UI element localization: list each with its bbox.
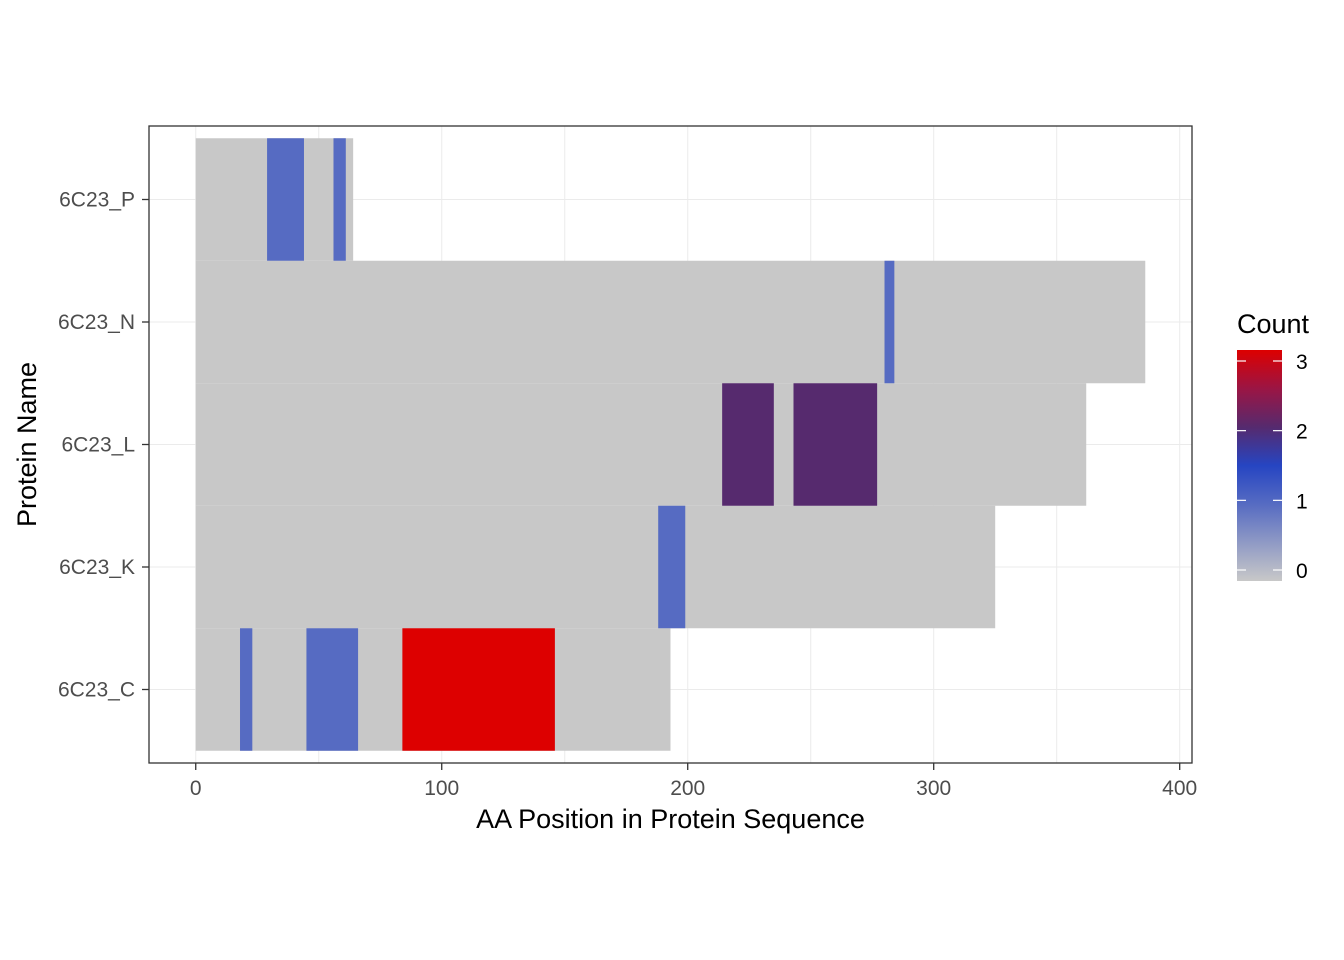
x-axis: 0 100 200 300 400 (190, 763, 1197, 800)
y-tick-label: 6C23_P (59, 189, 135, 212)
region-cell (306, 628, 359, 751)
x-axis-title: AA Position in Protein Sequence (476, 804, 865, 834)
legend-tick-label: 1 (1296, 490, 1308, 513)
region-cell (402, 628, 555, 751)
legend-tick-label: 0 (1296, 560, 1308, 583)
legend-tick-label: 2 (1296, 421, 1308, 444)
y-tick-label: 6C23_N (58, 311, 135, 334)
region-cell (658, 505, 686, 629)
legend-title: Count (1237, 309, 1310, 339)
y-axis-title: Protein Name (12, 362, 42, 527)
y-tick-label: 6C23_L (61, 434, 135, 457)
protein-bar-6C23_N (195, 260, 1146, 384)
region-cell (333, 138, 346, 261)
legend: Count 0 1 2 3 (1237, 309, 1310, 583)
legend-ticks: 0 1 2 3 (1237, 351, 1308, 583)
legend-colorbar (1237, 350, 1282, 581)
region-cell (793, 383, 878, 506)
protein-bar-6C23_L (195, 383, 1087, 506)
x-tick-label: 400 (1162, 777, 1197, 800)
y-tick-label: 6C23_C (58, 679, 135, 702)
y-axis: 6C23_C 6C23_K 6C23_L 6C23_N 6C23_P (58, 189, 149, 702)
region-cell (267, 138, 304, 261)
x-tick-label: 0 (190, 777, 202, 800)
x-tick-label: 300 (916, 777, 951, 800)
x-tick-label: 100 (424, 777, 459, 800)
x-tick-label: 200 (670, 777, 705, 800)
region-cell (240, 628, 253, 751)
region-cell (722, 383, 774, 506)
count-regions (240, 138, 895, 751)
y-tick-label: 6C23_K (59, 556, 135, 579)
region-cell (884, 260, 895, 384)
legend-tick-label: 3 (1296, 351, 1308, 374)
protein-bar-6C23_K (195, 505, 996, 629)
protein-backgrounds (195, 138, 1146, 751)
